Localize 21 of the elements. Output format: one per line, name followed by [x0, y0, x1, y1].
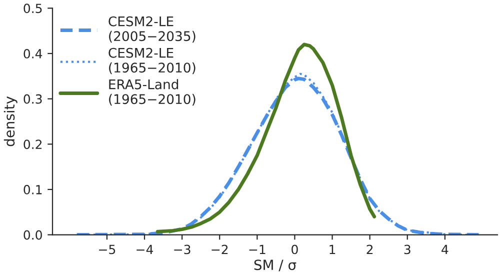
y-tick-label: 0.4	[24, 48, 42, 58]
y-axis-title: density	[4, 96, 18, 146]
x-tick-label: 1	[330, 244, 336, 254]
y-tick-label: 0.3	[24, 94, 42, 104]
x-tick-label: −4	[136, 244, 154, 254]
legend-label: CESM2-LE (2005−2035)	[108, 16, 196, 43]
x-tick-label: −2	[212, 244, 228, 254]
x-tick-label: 4	[442, 244, 448, 254]
legend-label: CESM2-LE (1965−2010)	[108, 48, 196, 74]
x-tick-label: 3	[404, 244, 410, 254]
x-tick-label: −1	[249, 244, 266, 254]
y-tick-label: 0.2	[24, 140, 42, 150]
x-tick-label: −5	[99, 244, 116, 254]
y-tick-label: 0.1	[24, 184, 42, 194]
x-tick-label: 0	[292, 244, 298, 254]
x-tick-label: −3	[174, 244, 190, 254]
legend-label: ERA5-Land (1965−2010)	[109, 79, 196, 106]
x-tick-label: 2	[366, 244, 373, 254]
x-axis-title: SM / σ	[254, 260, 296, 272]
y-tick-label: 0.0	[24, 230, 42, 240]
y-tick-label: 0.5	[24, 4, 42, 14]
